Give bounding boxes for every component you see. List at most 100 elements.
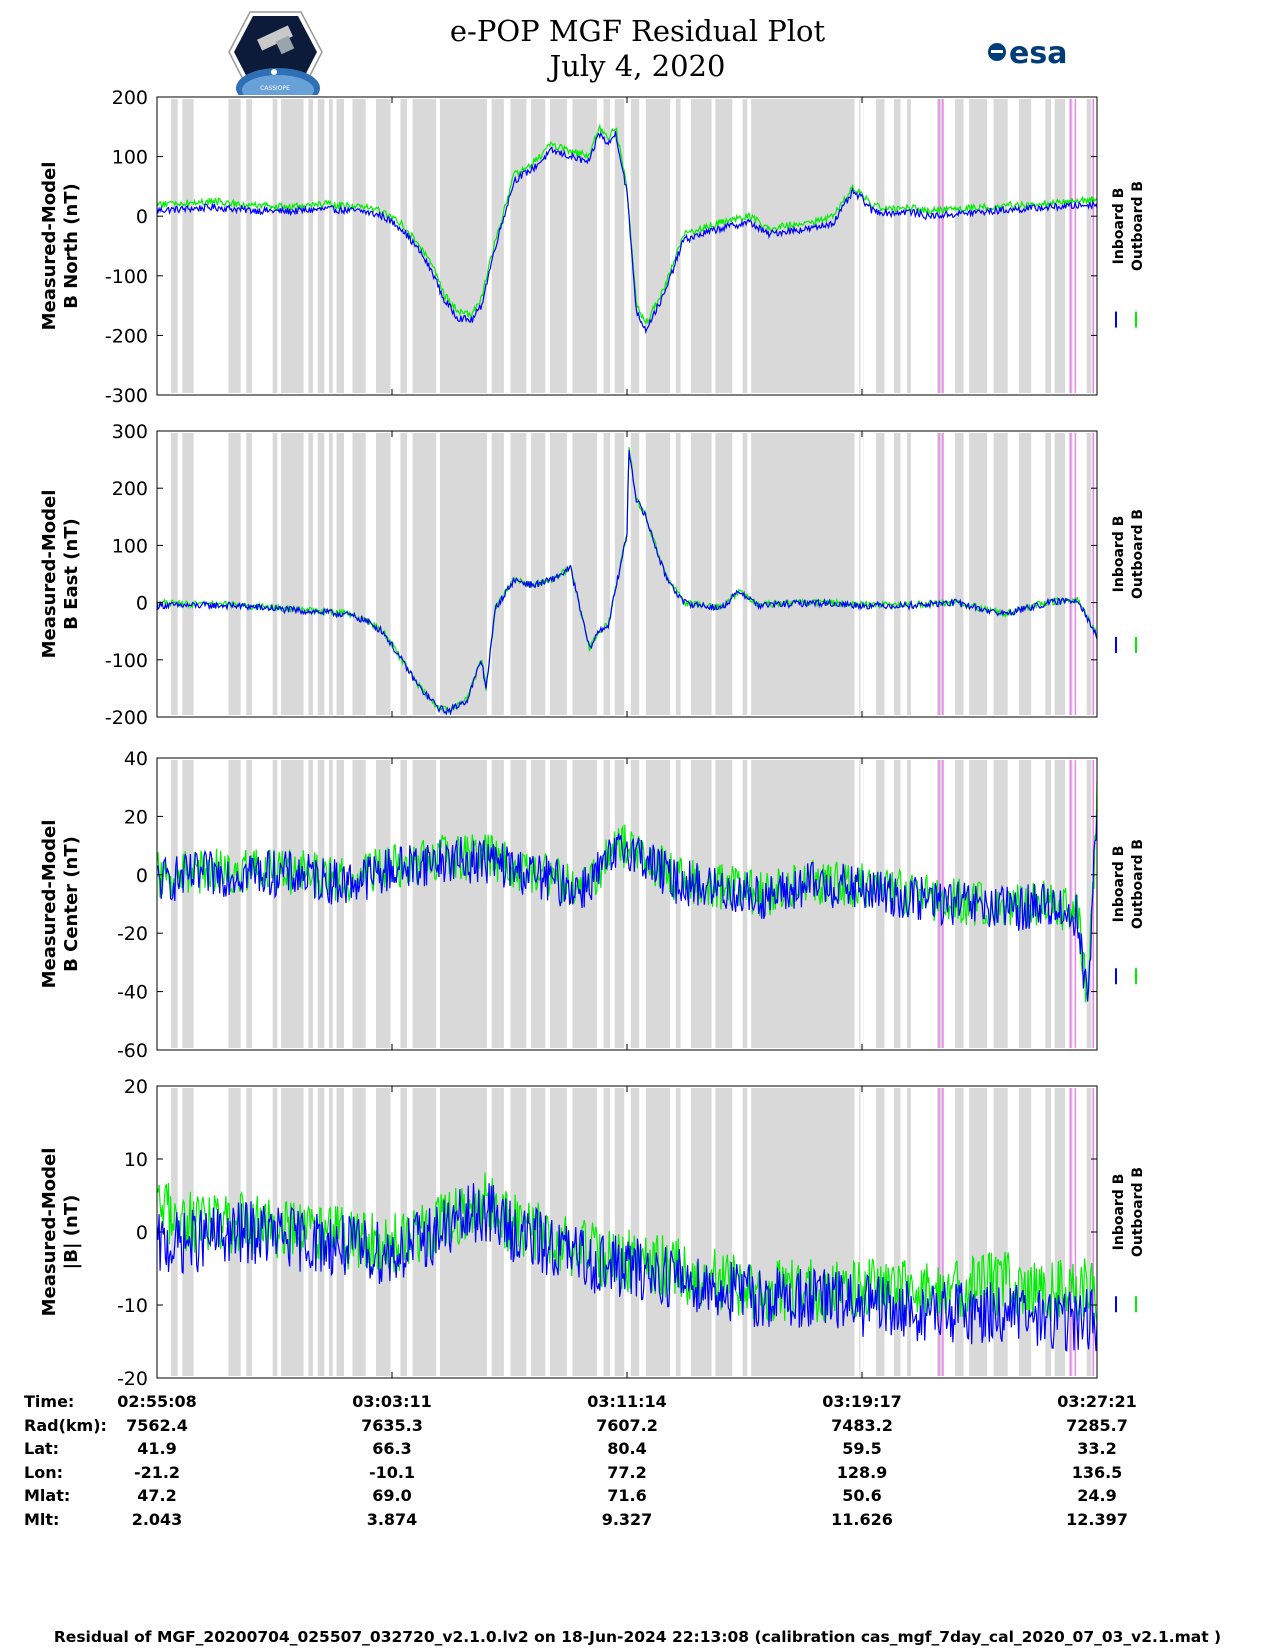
y-tick-label: -100 (105, 266, 148, 288)
shaded-interval (715, 760, 733, 1048)
shaded-interval (510, 433, 527, 715)
y-axis-label-line-1: Measured-Model (39, 162, 60, 331)
y-tick-label: 200 (112, 87, 148, 109)
y-tick-label: 10 (124, 1149, 148, 1171)
y-tick-label: -200 (105, 325, 148, 347)
shaded-interval (336, 760, 345, 1048)
shaded-interval (572, 99, 597, 393)
shaded-interval (329, 433, 333, 715)
shaded-interval (751, 99, 855, 393)
shaded-interval (645, 760, 671, 1048)
inboard-series-line (156, 450, 1098, 716)
y-axis-label: Measured-ModelB East (nT) (39, 490, 82, 659)
y-tick-label: 0 (136, 1222, 148, 1244)
shaded-interval (376, 433, 393, 715)
shaded-interval (675, 433, 681, 715)
info-cell: 24.9 (1077, 1486, 1117, 1505)
shaded-interval (352, 99, 366, 393)
shaded-interval (955, 99, 964, 393)
shaded-interval (549, 433, 567, 715)
shaded-interval (246, 433, 252, 715)
info-cell: 2.043 (131, 1509, 183, 1529)
info-cell: 50.6 (842, 1486, 882, 1505)
shaded-interval (228, 760, 241, 1048)
panel-b-center: 40 20 0 -20 -40 -60 Measured-ModelB Center (nT… (39, 748, 1146, 1062)
y-axis-label-line-1: Measured-Model (39, 490, 60, 659)
shaded-interval (742, 1088, 748, 1376)
info-cell: 66.3 (372, 1439, 412, 1458)
shaded-interval (969, 760, 988, 1048)
title-line-1: e-POP MGF Residual Plot (449, 14, 826, 48)
info-cell: 03:27:21 (1057, 1392, 1137, 1411)
shaded-interval (308, 1088, 314, 1376)
shaded-interval (531, 433, 546, 715)
shaded-interval (171, 433, 178, 715)
shaded-interval (1086, 1088, 1092, 1376)
y-tick-label: -20 (117, 1368, 148, 1390)
y-tick-label: 300 (112, 421, 148, 443)
y-tick-label: -60 (117, 1040, 148, 1062)
shaded-interval (549, 760, 567, 1048)
y-tick-label: -10 (117, 1295, 148, 1317)
info-cell: 9.327 (601, 1509, 653, 1529)
shaded-interval (993, 99, 1008, 393)
shaded-interval (1054, 99, 1066, 393)
shaded-interval (1045, 1088, 1051, 1376)
shaded-interval (281, 99, 304, 393)
shaded-interval (993, 433, 1008, 715)
y-axis-label-line-2: |B| (nT) (61, 1195, 82, 1270)
y-tick-label: 0 (136, 865, 148, 887)
shaded-interval (182, 760, 194, 1048)
shaded-interval (955, 1088, 964, 1376)
shaded-interval (281, 760, 304, 1048)
shaded-interval (549, 99, 567, 393)
info-row-label: Lat: (24, 1439, 60, 1458)
panel-b-north: 200 100 0 -100 -200 -300 Measured-ModelB North… (39, 87, 1146, 407)
shaded-interval (439, 433, 487, 715)
figure-title: e-POP MGF Residual Plot July 4, 2020 (0, 14, 1275, 84)
info-cell: 77.2 (607, 1462, 647, 1482)
shaded-interval (531, 99, 546, 393)
info-cell: 03:03:11 (352, 1392, 432, 1411)
shaded-interval (171, 760, 178, 1048)
shaded-interval (1054, 433, 1066, 715)
info-cell: 7483.2 (831, 1415, 893, 1435)
shaded-interval (876, 760, 885, 1048)
shaded-interval (317, 760, 325, 1048)
legend-inboard: Inboard B (1111, 846, 1127, 923)
info-cell: 59.5 (842, 1439, 882, 1458)
y-axis-label: Measured-ModelB Center (nT) (39, 820, 82, 989)
shaded-interval (400, 760, 408, 1048)
y-axis-label-line-2: B East (nT) (61, 518, 82, 630)
shaded-interval (751, 433, 855, 715)
y-tick-label: -100 (105, 650, 148, 672)
esa-logo: esa (980, 36, 1067, 71)
shaded-interval (308, 433, 314, 715)
y-tick-label: 20 (124, 806, 148, 828)
outboard-series-line (156, 1172, 1098, 1323)
shaded-interval (376, 760, 393, 1048)
shaded-interval (675, 1088, 681, 1376)
y-axis-label: Measured-Model|B| (nT) (39, 1148, 82, 1317)
info-row-label: Lon: (24, 1462, 63, 1482)
shaded-interval (742, 433, 748, 715)
info-cell: -21.2 (133, 1462, 181, 1482)
shaded-interval (893, 760, 901, 1048)
panel-b-magnitude: 20 10 0 -10 -20 Measured-Model|B| (nT) Inboard… (39, 1076, 1146, 1390)
info-cell: 12.397 (1066, 1509, 1128, 1529)
shaded-interval (1018, 99, 1032, 393)
shaded-interval (907, 99, 911, 393)
shaded-interval (1045, 99, 1051, 393)
shaded-interval (675, 99, 681, 393)
shaded-interval (376, 1088, 393, 1376)
shaded-interval (272, 99, 278, 393)
shaded-interval (246, 760, 252, 1048)
footer-note: Residual of MGF_20200704_025507_032720_v… (53, 1628, 1222, 1646)
shaded-interval (1086, 760, 1092, 1048)
shaded-interval (246, 99, 252, 393)
y-axis-label-line-2: B North (nT) (61, 183, 82, 309)
legend-inboard: Inboard B (1111, 1174, 1127, 1251)
shaded-interval (955, 433, 964, 715)
y-tick-label: 100 (112, 535, 148, 557)
shaded-interval (715, 1088, 733, 1376)
